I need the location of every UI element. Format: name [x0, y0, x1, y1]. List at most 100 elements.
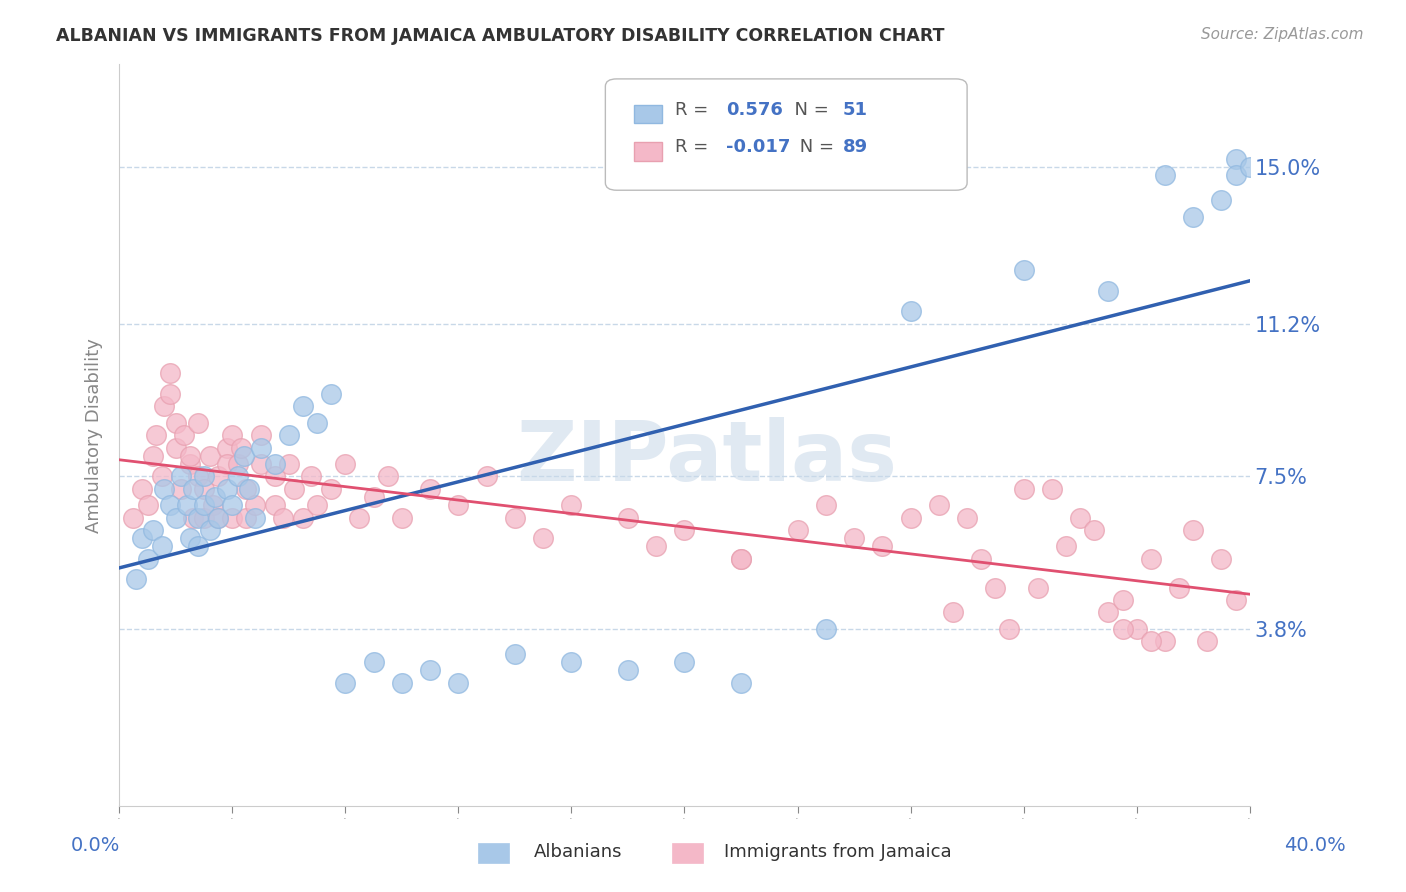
Point	[221, 510, 243, 524]
Text: 0.576: 0.576	[727, 101, 783, 119]
Point	[786, 523, 808, 537]
Point	[187, 469, 209, 483]
Text: 40.0%: 40.0%	[1284, 836, 1346, 855]
Text: R =: R =	[675, 101, 714, 119]
Point	[201, 498, 224, 512]
Text: 0.0%: 0.0%	[70, 836, 121, 855]
Point	[998, 622, 1021, 636]
Point	[1026, 581, 1049, 595]
Point	[263, 469, 285, 483]
Point	[187, 416, 209, 430]
Point	[165, 416, 187, 430]
Point	[1211, 193, 1233, 207]
Point	[301, 469, 323, 483]
Point	[249, 457, 271, 471]
Bar	[634, 105, 662, 123]
Point	[1111, 622, 1133, 636]
Point	[842, 531, 865, 545]
Point	[179, 449, 201, 463]
Point	[176, 498, 198, 512]
Point	[419, 663, 441, 677]
Point	[307, 498, 329, 512]
Point	[193, 482, 215, 496]
Point	[560, 498, 582, 512]
Point	[153, 399, 176, 413]
Point	[1225, 152, 1247, 166]
Point	[349, 510, 371, 524]
Point	[291, 399, 314, 413]
FancyBboxPatch shape	[606, 78, 967, 190]
Point	[207, 510, 229, 524]
Point	[1211, 551, 1233, 566]
Point	[1139, 634, 1161, 648]
Point	[145, 428, 167, 442]
Point	[283, 482, 305, 496]
Y-axis label: Ambulatory Disability: Ambulatory Disability	[86, 338, 103, 533]
Point	[321, 387, 343, 401]
Text: N =: N =	[794, 138, 839, 156]
Point	[193, 510, 215, 524]
Point	[900, 304, 922, 318]
Point	[673, 655, 696, 669]
Point	[165, 510, 187, 524]
Point	[204, 490, 226, 504]
Point	[243, 498, 266, 512]
Text: 89: 89	[842, 138, 868, 156]
Text: 51: 51	[842, 101, 868, 119]
Point	[207, 469, 229, 483]
Point	[215, 457, 238, 471]
Point	[942, 606, 965, 620]
Point	[122, 510, 145, 524]
Point	[187, 540, 209, 554]
Point	[229, 441, 252, 455]
Point	[1083, 523, 1105, 537]
Text: ALBANIAN VS IMMIGRANTS FROM JAMAICA AMBULATORY DISABILITY CORRELATION CHART: ALBANIAN VS IMMIGRANTS FROM JAMAICA AMBU…	[56, 27, 945, 45]
Point	[249, 428, 271, 442]
Point	[1111, 593, 1133, 607]
Point	[159, 387, 181, 401]
Point	[335, 457, 357, 471]
Point	[173, 428, 195, 442]
Point	[617, 510, 640, 524]
Point	[617, 663, 640, 677]
Point	[271, 510, 294, 524]
Point	[226, 457, 249, 471]
Point	[900, 510, 922, 524]
Point	[335, 675, 357, 690]
Point	[531, 531, 554, 545]
Point	[447, 675, 470, 690]
Point	[142, 449, 165, 463]
Point	[730, 551, 752, 566]
Point	[1139, 551, 1161, 566]
Point	[673, 523, 696, 537]
Point	[391, 510, 413, 524]
Point	[142, 523, 165, 537]
Point	[645, 540, 668, 554]
Bar	[634, 142, 662, 161]
Point	[263, 498, 285, 512]
Point	[1197, 634, 1219, 648]
Point	[150, 540, 173, 554]
Point	[131, 531, 153, 545]
Point	[235, 482, 257, 496]
Point	[170, 469, 193, 483]
Point	[249, 441, 271, 455]
Point	[193, 469, 215, 483]
Text: Source: ZipAtlas.com: Source: ZipAtlas.com	[1201, 27, 1364, 42]
Point	[1182, 523, 1205, 537]
Point	[475, 469, 498, 483]
Point	[179, 457, 201, 471]
Point	[363, 490, 385, 504]
Point	[1225, 169, 1247, 183]
Point	[207, 510, 229, 524]
Point	[226, 469, 249, 483]
Point	[814, 622, 837, 636]
Point	[1040, 482, 1063, 496]
Point	[1097, 606, 1119, 620]
Point	[159, 498, 181, 512]
Point	[872, 540, 894, 554]
Point	[131, 482, 153, 496]
Text: -0.017: -0.017	[727, 138, 790, 156]
Point	[150, 469, 173, 483]
Point	[291, 510, 314, 524]
